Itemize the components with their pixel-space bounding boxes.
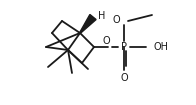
Text: H: H (98, 11, 105, 21)
Text: OH: OH (154, 42, 169, 52)
Text: O: O (102, 36, 110, 46)
Polygon shape (80, 14, 96, 33)
Text: O: O (112, 15, 120, 25)
Text: P: P (121, 42, 127, 52)
Text: O: O (120, 73, 128, 83)
